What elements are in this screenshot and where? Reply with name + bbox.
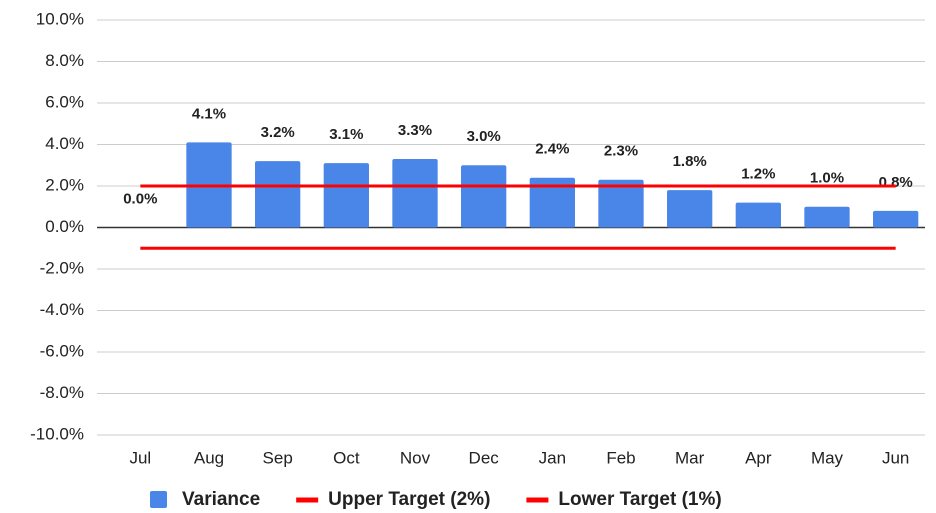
data-label: 2.3% — [604, 143, 638, 160]
x-tick-label: Oct — [333, 448, 360, 467]
y-tick-label: 6.0% — [45, 92, 84, 111]
bar — [392, 159, 438, 228]
y-tick-label: -6.0% — [40, 341, 84, 360]
legend-label: Upper Target (2%) — [328, 489, 490, 510]
y-tick-label: -10.0% — [30, 424, 84, 443]
y-tick-label: 0.0% — [45, 217, 84, 236]
y-tick-label: -4.0% — [40, 300, 84, 319]
data-label: 1.0% — [810, 170, 844, 187]
x-tick-label: Apr — [745, 448, 772, 467]
y-tick-label: 10.0% — [36, 9, 84, 28]
x-tick-label: Aug — [194, 448, 224, 467]
x-tick-label: May — [811, 448, 844, 467]
data-label: 0.0% — [123, 190, 157, 207]
bar — [255, 161, 301, 228]
bar — [461, 165, 507, 228]
x-tick-label: Sep — [263, 448, 293, 467]
x-tick-label: Nov — [400, 448, 431, 467]
bar — [529, 177, 575, 228]
data-label: 1.8% — [673, 153, 707, 170]
data-label: 3.0% — [467, 128, 501, 145]
y-tick-label: 2.0% — [45, 175, 84, 194]
x-tick-label: Dec — [469, 448, 500, 467]
y-tick-label: 8.0% — [45, 51, 84, 70]
data-label: 0.8% — [879, 174, 913, 191]
data-label: 3.1% — [329, 126, 363, 143]
data-label: 3.2% — [261, 124, 295, 141]
bar — [667, 190, 713, 228]
y-tick-label: 4.0% — [45, 134, 84, 153]
bar — [735, 202, 781, 228]
data-label: 3.3% — [398, 122, 432, 139]
legend-swatch — [150, 491, 167, 508]
y-tick-label: -8.0% — [40, 383, 84, 402]
data-label: 2.4% — [535, 141, 569, 158]
bar — [598, 179, 644, 228]
x-tick-label: Jul — [129, 448, 151, 467]
x-tick-label: Jan — [539, 448, 566, 467]
legend-label: Variance — [182, 489, 260, 510]
data-label: 1.2% — [741, 166, 775, 183]
legend-label: Lower Target (1%) — [558, 489, 721, 510]
x-tick-label: Jun — [882, 448, 909, 467]
bar — [323, 163, 369, 228]
bar — [804, 206, 850, 228]
bar — [873, 210, 919, 228]
y-tick-label: -2.0% — [40, 258, 84, 277]
x-tick-label: Mar — [675, 448, 705, 467]
x-tick-label: Feb — [606, 448, 635, 467]
data-label: 4.1% — [192, 105, 226, 122]
